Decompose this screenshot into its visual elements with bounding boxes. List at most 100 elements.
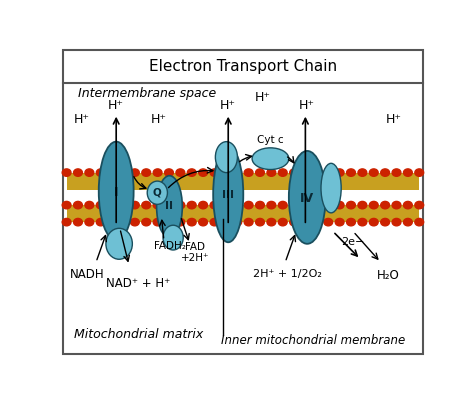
Circle shape <box>255 219 264 226</box>
Circle shape <box>199 170 208 177</box>
Circle shape <box>335 170 344 177</box>
Text: 2e−: 2e− <box>341 236 365 246</box>
Circle shape <box>244 202 253 209</box>
Circle shape <box>164 170 173 177</box>
Circle shape <box>255 202 264 209</box>
Text: H⁺: H⁺ <box>73 113 89 126</box>
Circle shape <box>381 170 390 177</box>
Text: I: I <box>114 185 118 198</box>
Circle shape <box>312 202 321 209</box>
Circle shape <box>278 219 287 226</box>
Text: NAD⁺ + H⁺: NAD⁺ + H⁺ <box>106 276 170 289</box>
Circle shape <box>119 202 128 209</box>
Text: Inner mitochondrial membrane: Inner mitochondrial membrane <box>221 333 405 346</box>
Circle shape <box>358 170 367 177</box>
Circle shape <box>381 219 390 226</box>
Circle shape <box>119 219 128 226</box>
Circle shape <box>130 202 139 209</box>
Circle shape <box>278 202 287 209</box>
Circle shape <box>301 219 310 226</box>
Ellipse shape <box>215 142 237 173</box>
Text: II: II <box>165 200 173 211</box>
Circle shape <box>62 170 71 177</box>
Circle shape <box>176 219 185 226</box>
Circle shape <box>73 219 82 226</box>
Circle shape <box>187 219 196 226</box>
Circle shape <box>392 219 401 226</box>
Circle shape <box>142 202 151 209</box>
Circle shape <box>62 219 71 226</box>
Circle shape <box>85 170 94 177</box>
Circle shape <box>324 170 333 177</box>
Circle shape <box>62 202 71 209</box>
Circle shape <box>73 202 82 209</box>
Circle shape <box>210 170 219 177</box>
Text: H⁺: H⁺ <box>255 91 271 104</box>
Text: NADH: NADH <box>70 267 104 280</box>
Text: Q: Q <box>153 187 162 197</box>
Circle shape <box>130 170 139 177</box>
Circle shape <box>381 202 390 209</box>
Text: H⁺: H⁺ <box>108 99 124 112</box>
Ellipse shape <box>106 229 132 259</box>
Ellipse shape <box>99 142 134 241</box>
Circle shape <box>187 170 196 177</box>
Ellipse shape <box>321 164 341 213</box>
Text: H₂O: H₂O <box>377 269 400 282</box>
Circle shape <box>324 219 333 226</box>
Circle shape <box>142 219 151 226</box>
Circle shape <box>210 219 219 226</box>
Circle shape <box>199 202 208 209</box>
Bar <box>66 206 419 223</box>
Circle shape <box>392 202 401 209</box>
Circle shape <box>244 170 253 177</box>
Circle shape <box>221 219 230 226</box>
Circle shape <box>358 219 367 226</box>
Text: III: III <box>222 190 234 200</box>
Circle shape <box>233 170 242 177</box>
Circle shape <box>164 202 173 209</box>
Circle shape <box>199 219 208 226</box>
Circle shape <box>119 170 128 177</box>
Circle shape <box>176 202 185 209</box>
FancyBboxPatch shape <box>63 51 423 354</box>
Circle shape <box>210 202 219 209</box>
Circle shape <box>108 202 117 209</box>
Circle shape <box>153 219 162 226</box>
Circle shape <box>290 202 299 209</box>
Circle shape <box>130 219 139 226</box>
Text: FAD
+2H⁺: FAD +2H⁺ <box>181 241 210 263</box>
Text: H⁺: H⁺ <box>385 113 401 126</box>
Circle shape <box>324 202 333 209</box>
Circle shape <box>312 219 321 226</box>
Circle shape <box>301 170 310 177</box>
Circle shape <box>278 170 287 177</box>
Circle shape <box>335 202 344 209</box>
Circle shape <box>369 170 378 177</box>
Circle shape <box>415 219 424 226</box>
Text: Cyt c: Cyt c <box>257 134 284 144</box>
Text: H⁺: H⁺ <box>150 113 166 126</box>
Circle shape <box>415 202 424 209</box>
Circle shape <box>108 219 117 226</box>
Ellipse shape <box>289 152 326 244</box>
Circle shape <box>415 170 424 177</box>
Circle shape <box>267 170 276 177</box>
Text: H⁺: H⁺ <box>299 99 315 112</box>
Circle shape <box>392 170 401 177</box>
Ellipse shape <box>156 176 182 238</box>
Circle shape <box>267 219 276 226</box>
Text: Mitochondrial matrix: Mitochondrial matrix <box>74 327 203 340</box>
Circle shape <box>73 170 82 177</box>
Circle shape <box>153 202 162 209</box>
Circle shape <box>233 219 242 226</box>
Circle shape <box>108 170 117 177</box>
Ellipse shape <box>163 226 183 250</box>
Circle shape <box>85 219 94 226</box>
Circle shape <box>301 202 310 209</box>
Circle shape <box>153 170 162 177</box>
Circle shape <box>267 202 276 209</box>
Circle shape <box>403 202 412 209</box>
Circle shape <box>96 219 105 226</box>
Circle shape <box>96 170 105 177</box>
